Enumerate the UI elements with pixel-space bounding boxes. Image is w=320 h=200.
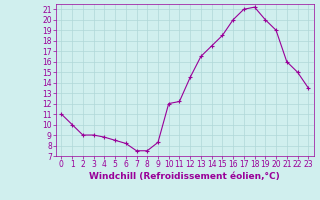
X-axis label: Windchill (Refroidissement éolien,°C): Windchill (Refroidissement éolien,°C) [89, 172, 280, 181]
